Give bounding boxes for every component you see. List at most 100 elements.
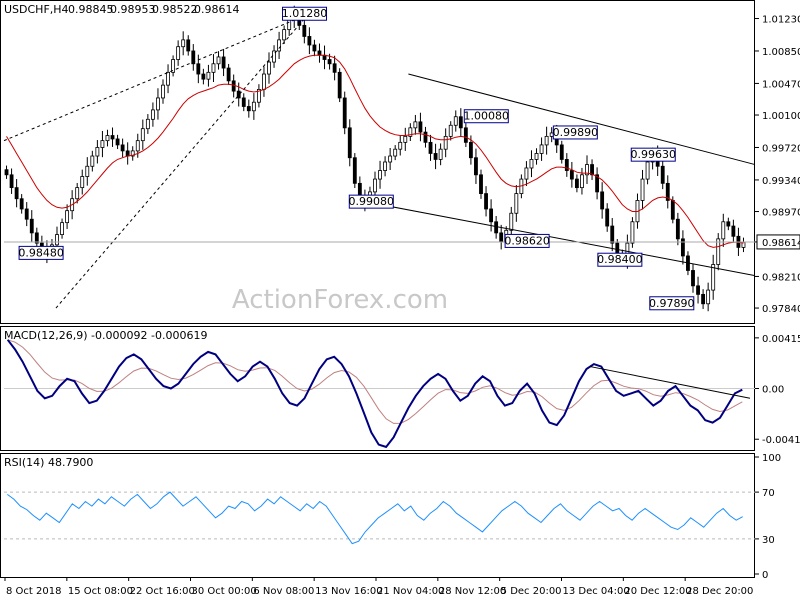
candle-body xyxy=(660,165,665,184)
ohlc-high: 0.98953 xyxy=(110,3,156,16)
rsi-label: RSI(14) 48.7900 xyxy=(4,456,93,469)
candle-body xyxy=(191,50,196,65)
price-axis-label: 0.97840 xyxy=(762,304,800,315)
candle-body xyxy=(24,208,29,220)
candle-body xyxy=(226,67,231,82)
ohlc-open: 0.98845 xyxy=(68,3,114,16)
price-axis-label: 1.00470 xyxy=(762,79,800,90)
candle-body xyxy=(489,208,494,223)
macd-axis-label: 0.004155 xyxy=(762,334,800,345)
price-layer: 1.01280 0.99080 0.98480 1.00080 0.99890 0.996… xyxy=(3,5,756,312)
candle-body xyxy=(696,285,700,295)
price-annotation-box xyxy=(18,245,64,260)
candle-body xyxy=(75,187,80,200)
time-axis-label: 30 Oct 00:00 xyxy=(192,586,257,597)
candle-body xyxy=(100,140,105,148)
time-axis-label: 28 Dec 20:00 xyxy=(686,586,753,597)
price-axis-label: 1.00850 xyxy=(762,47,800,58)
candle-body xyxy=(494,221,499,234)
candle-body xyxy=(115,138,120,146)
price-annotation-box xyxy=(597,252,643,267)
rsi-layer xyxy=(4,491,755,545)
candle-body xyxy=(378,170,382,180)
candle-body xyxy=(509,212,514,231)
candle-body xyxy=(726,221,731,227)
macd-axis-label: 0.00 xyxy=(762,385,784,396)
candle-body xyxy=(731,225,736,237)
candle-body xyxy=(145,118,150,130)
moving-average-line xyxy=(6,54,744,248)
candle-body xyxy=(211,63,216,73)
candle-body xyxy=(85,165,90,177)
time-axis-label: 13 Nov 16:00 xyxy=(315,586,382,597)
price-axis-label: 0.99720 xyxy=(762,143,800,154)
candle-body xyxy=(317,50,322,56)
candle-body xyxy=(413,121,418,129)
time-axis-label: 28 Nov 12:00 xyxy=(439,586,506,597)
price-annotation-label: 0.98480 xyxy=(18,246,64,259)
symbol-label: USDCHF,H4 xyxy=(4,3,69,16)
price-annotation-box xyxy=(649,296,695,311)
price-annotation-label: 1.00080 xyxy=(464,110,510,123)
candle-body xyxy=(680,238,685,257)
candle-body xyxy=(423,131,428,143)
price-axis-label: 0.98210 xyxy=(762,272,800,283)
rsi-axis-label: 70 xyxy=(762,488,775,499)
candle-body xyxy=(206,71,211,80)
candle-body xyxy=(150,109,155,120)
candle-body xyxy=(256,89,261,103)
candle-body xyxy=(701,293,706,305)
candle-body xyxy=(216,56,221,65)
candle-body xyxy=(267,61,271,75)
rsi-axis-label: 30 xyxy=(762,535,775,546)
candle-body xyxy=(196,63,201,75)
candle-body xyxy=(19,198,24,210)
macd-axis-label: -0.004162 xyxy=(762,435,800,446)
rsi-line xyxy=(7,491,743,545)
candle-body xyxy=(408,127,413,137)
rsi-axis-label: 100 xyxy=(762,453,781,464)
candle-body xyxy=(60,222,64,235)
time-axis-label: 15 Oct 08:00 xyxy=(68,586,133,597)
candle-body xyxy=(307,36,312,46)
candle-body xyxy=(630,221,635,244)
candle-body xyxy=(605,208,610,227)
candle-body xyxy=(544,135,549,146)
price-pane-frame xyxy=(0,0,755,324)
candle-body xyxy=(186,39,191,52)
candle-body xyxy=(590,164,594,176)
candle-body xyxy=(342,97,347,129)
price-annotation-box xyxy=(282,6,328,21)
candle-body xyxy=(453,116,458,126)
candle-body xyxy=(691,270,695,287)
candle-body xyxy=(524,167,529,180)
candle-body xyxy=(463,127,468,143)
candle-body xyxy=(534,153,539,160)
price-annotation-label: 0.98620 xyxy=(504,234,550,247)
candle-body xyxy=(287,18,292,31)
candle-body xyxy=(600,191,605,210)
price-annotation-box xyxy=(504,233,550,248)
rising-dashed-line-upper xyxy=(3,13,309,142)
candle-body xyxy=(125,150,130,157)
candle-body xyxy=(474,157,478,176)
rsi-axis-label: 0 xyxy=(762,570,768,581)
candle-body xyxy=(110,135,115,140)
candle-body xyxy=(433,153,438,160)
candle-body xyxy=(337,71,342,99)
price-axis-label: 0.98970 xyxy=(762,208,800,219)
candle-body xyxy=(65,210,70,224)
candle-body xyxy=(312,44,317,52)
time-axis-label: 13 Dec 04:00 xyxy=(563,586,630,597)
candle-body xyxy=(458,116,463,129)
candle-body xyxy=(443,135,448,150)
candle-body xyxy=(585,164,589,176)
candle-body xyxy=(176,46,181,60)
price-annotation-box xyxy=(348,194,394,209)
candle-body xyxy=(428,141,433,154)
candle-body xyxy=(721,221,726,240)
candle-body xyxy=(90,155,95,167)
candle-body xyxy=(347,127,352,159)
time-axis-label: 20 Dec 12:00 xyxy=(624,586,691,597)
price-annotation-label: 1.01280 xyxy=(282,7,328,20)
